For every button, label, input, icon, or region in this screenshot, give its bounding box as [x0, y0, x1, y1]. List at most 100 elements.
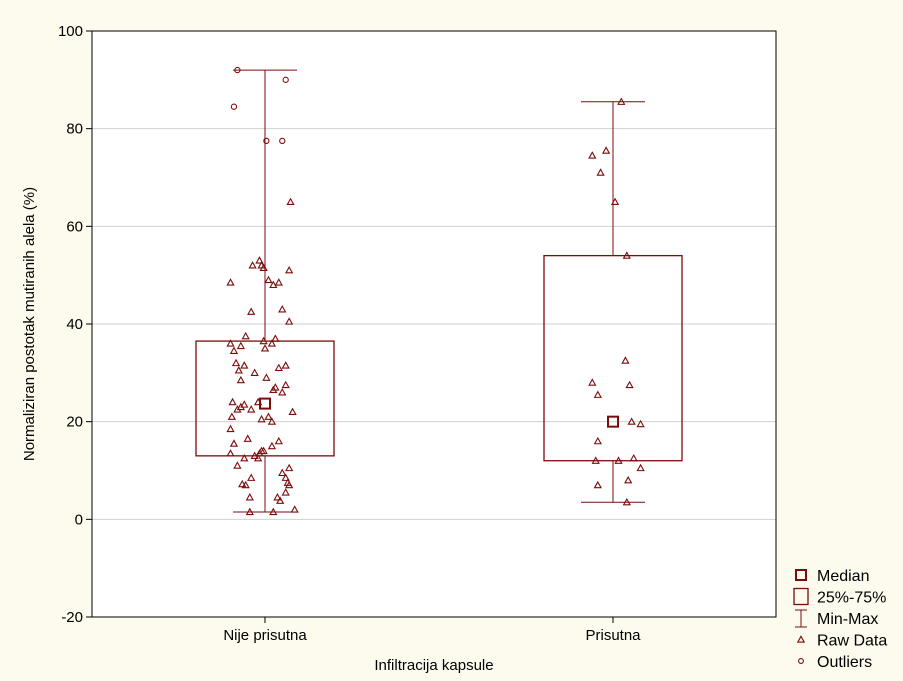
raw-data-point: [614, 456, 623, 464]
y-tick-label: 20: [66, 414, 83, 431]
raw-data-point: [229, 439, 239, 447]
raw-data-point: [274, 363, 283, 372]
x-tick-label: Prisutna: [585, 627, 641, 644]
raw-data-point: [617, 97, 626, 105]
raw-data-point: [247, 473, 256, 481]
raw-data-point: [288, 407, 297, 416]
raw-data-point: [264, 412, 273, 420]
y-tick-label: 80: [66, 121, 83, 138]
raw-data-point: [285, 480, 294, 489]
raw-data-point: [285, 463, 294, 472]
raw-data-point: [241, 331, 250, 340]
raw-data-point: [286, 197, 295, 206]
raw-data-point: [247, 405, 256, 413]
legend-label: Median: [817, 568, 869, 585]
raw-data-point: [274, 436, 283, 445]
box-group: [543, 97, 683, 506]
raw-data-point: [236, 375, 245, 384]
raw-data-point: [601, 146, 611, 154]
raw-data-point: [285, 265, 294, 274]
legend-label: Min-Max: [817, 611, 878, 628]
raw-data-point: [245, 493, 254, 501]
raw-data-point: [236, 341, 245, 350]
raw-data-point: [257, 414, 266, 423]
legend-raw-symbol: [796, 635, 806, 643]
legend-item: Min-Max: [795, 609, 878, 628]
iqr-box: [543, 254, 683, 462]
raw-data-point: [588, 151, 597, 159]
box-series: [195, 66, 683, 516]
plot-frame: [91, 30, 777, 618]
raw-data-point: [229, 346, 239, 354]
raw-data-point: [271, 383, 280, 391]
raw-data-point: [274, 278, 283, 286]
median-marker: [259, 397, 271, 410]
raw-data-point: [241, 480, 250, 489]
y-tick-label: -20: [61, 609, 83, 626]
raw-data-point: [278, 388, 287, 396]
raw-data-point: [624, 475, 633, 484]
raw-data-point: [625, 380, 634, 389]
raw-data-point: [269, 280, 278, 289]
raw-data-point: [226, 278, 235, 286]
raw-data-point: [610, 197, 620, 206]
raw-data-point: [234, 366, 243, 374]
raw-data-point: [245, 507, 254, 516]
raw-data-point: [255, 256, 264, 264]
raw-data-point: [247, 307, 256, 315]
raw-data-point: [271, 334, 280, 342]
raw-data-point: [622, 251, 631, 259]
raw-data-point: [588, 378, 597, 386]
legend-box-symbol: [793, 587, 809, 606]
outlier-point: [230, 103, 238, 110]
raw-data-point: [627, 417, 636, 425]
x-axis-ticks: Nije prisutna Prisutna: [223, 617, 641, 644]
raw-data-point: [233, 461, 242, 469]
raw-data-point: [259, 446, 268, 455]
x-tick-label: Nije prisutna: [223, 627, 307, 644]
raw-data-point: [231, 358, 241, 367]
legend-item: Raw Data: [796, 633, 887, 650]
y-tick-label: 40: [66, 316, 83, 333]
raw-data-point: [290, 505, 299, 513]
raw-data-point: [281, 380, 290, 389]
raw-data-point: [273, 493, 282, 501]
legend-item: 25%-75%: [793, 587, 886, 607]
x-axis-title: Infiltracija kapsule: [374, 657, 493, 674]
legend-label: 25%-75%: [817, 590, 886, 607]
raw-data-point: [267, 339, 277, 347]
y-tick-label: 100: [58, 23, 83, 40]
raw-data-point: [629, 453, 638, 462]
legend-outlier-symbol: [798, 658, 804, 664]
raw-data-point: [227, 412, 237, 420]
raw-data-point: [259, 336, 268, 345]
y-tick-label: 0: [75, 511, 83, 528]
raw-data-point: [596, 168, 605, 176]
legend: Median 25%-75% Min-Max Raw Data Outliers: [793, 568, 887, 671]
raw-data-point: [240, 453, 249, 462]
raw-data-point: [243, 434, 252, 442]
raw-data-point: [226, 339, 235, 347]
raw-data-point: [622, 497, 631, 506]
raw-data-point: [238, 479, 247, 488]
raw-data-point: [260, 344, 270, 352]
raw-data-point: [240, 400, 249, 408]
legend-median-symbol: [795, 569, 807, 581]
raw-data-point: [226, 449, 235, 457]
raw-data-point: [276, 496, 285, 504]
raw-data-point: [267, 417, 277, 425]
legend-item: Median: [795, 568, 869, 585]
y-axis-ticks: -20 0 20 40 60 80 100: [58, 23, 92, 626]
raw-data-point: [240, 361, 249, 369]
y-axis-title: Normaliziran postotak mutiranih alela (%…: [21, 187, 38, 461]
y-tick-label: 60: [66, 218, 83, 235]
raw-data-point: [264, 275, 273, 284]
raw-data-point: [281, 473, 290, 481]
raw-data-point: [262, 373, 271, 381]
raw-data-point: [281, 488, 290, 496]
raw-data-point: [250, 368, 259, 376]
outlier-point: [282, 76, 289, 83]
raw-data-point: [621, 356, 630, 364]
